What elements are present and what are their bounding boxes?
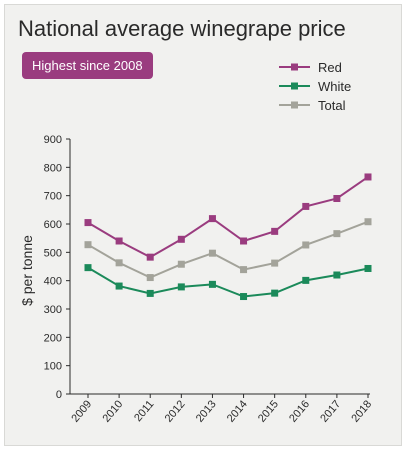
legend-item-total: Total: [279, 98, 346, 113]
data-point-total: [302, 241, 310, 249]
data-point-red: [115, 237, 123, 245]
x-tick-label: 2015: [256, 398, 281, 424]
legend-swatch-marker: [291, 63, 298, 71]
data-point-red: [364, 173, 372, 181]
data-point-total: [240, 266, 248, 274]
x-tick-label: 2009: [69, 398, 94, 424]
y-tick-label: 700: [44, 191, 62, 203]
y-tick-label: 500: [44, 247, 62, 259]
y-tick-label: 300: [44, 304, 62, 316]
legend-item-white: White: [279, 79, 351, 94]
axes: 0 100 200 300 400 500 600 700 800 900 2009 2010 2011…: [19, 134, 374, 425]
data-point-red: [271, 227, 279, 235]
data-point-white: [115, 282, 123, 290]
legend-swatch-marker: [291, 101, 298, 109]
data-point-white: [364, 264, 372, 272]
data-point-red: [177, 235, 185, 243]
data-point-white: [84, 264, 92, 272]
data-point-total: [208, 249, 216, 257]
data-point-white: [302, 276, 310, 284]
legend-swatch-marker: [291, 82, 298, 90]
x-tick-label: 2014: [225, 398, 250, 424]
data-point-total: [364, 218, 372, 226]
y-axis-label: $ per tonne: [19, 235, 35, 306]
x-tick-label: 2016: [287, 398, 312, 424]
x-tick-label: 2017: [318, 398, 343, 424]
y-tick-label: 0: [56, 389, 62, 401]
series-line-total: [87, 220, 369, 279]
x-tick-label: 2011: [132, 398, 156, 424]
series-white: [84, 264, 372, 301]
series-red: [84, 173, 372, 261]
data-point-total: [115, 259, 123, 267]
y-tick-label: 400: [44, 276, 62, 288]
series-line-white: [87, 266, 369, 298]
legend-label: Red: [318, 60, 342, 75]
y-tick-label: 200: [44, 332, 62, 344]
data-point-total: [84, 241, 92, 249]
data-point-red: [208, 215, 216, 223]
data-point-white: [177, 283, 185, 291]
data-point-total: [177, 260, 185, 268]
data-point-total: [146, 274, 154, 282]
data-point-red: [302, 202, 310, 210]
series-line-red: [87, 176, 369, 259]
data-point-white: [146, 289, 154, 297]
data-point-red: [84, 219, 92, 227]
data-point-red: [240, 237, 248, 245]
legend-item-red: Red: [279, 60, 342, 75]
highlight-badge: Highest since 2008: [22, 52, 153, 79]
y-tick-label: 100: [44, 361, 62, 373]
chart-title: National average winegrape price: [18, 16, 346, 41]
series-total: [84, 218, 372, 282]
x-tick-label: 2012: [163, 398, 188, 424]
x-tick-label: 2018: [349, 398, 374, 424]
legend-label: White: [318, 79, 351, 94]
y-tick-label: 900: [44, 134, 62, 146]
y-tick-label: 800: [44, 162, 62, 174]
data-point-white: [271, 289, 279, 297]
data-point-white: [208, 280, 216, 288]
data-point-white: [240, 293, 248, 301]
x-tick-label: 2010: [100, 398, 125, 424]
data-point-red: [146, 253, 154, 261]
x-tick-label: 2013: [194, 398, 219, 424]
data-point-white: [333, 271, 341, 279]
legend: Red White Total: [279, 60, 351, 113]
plot-area: [84, 173, 372, 301]
y-tick-label: 600: [44, 219, 62, 231]
data-point-total: [333, 230, 341, 238]
legend-label: Total: [318, 98, 346, 113]
data-point-red: [333, 195, 341, 202]
data-point-total: [271, 259, 279, 267]
